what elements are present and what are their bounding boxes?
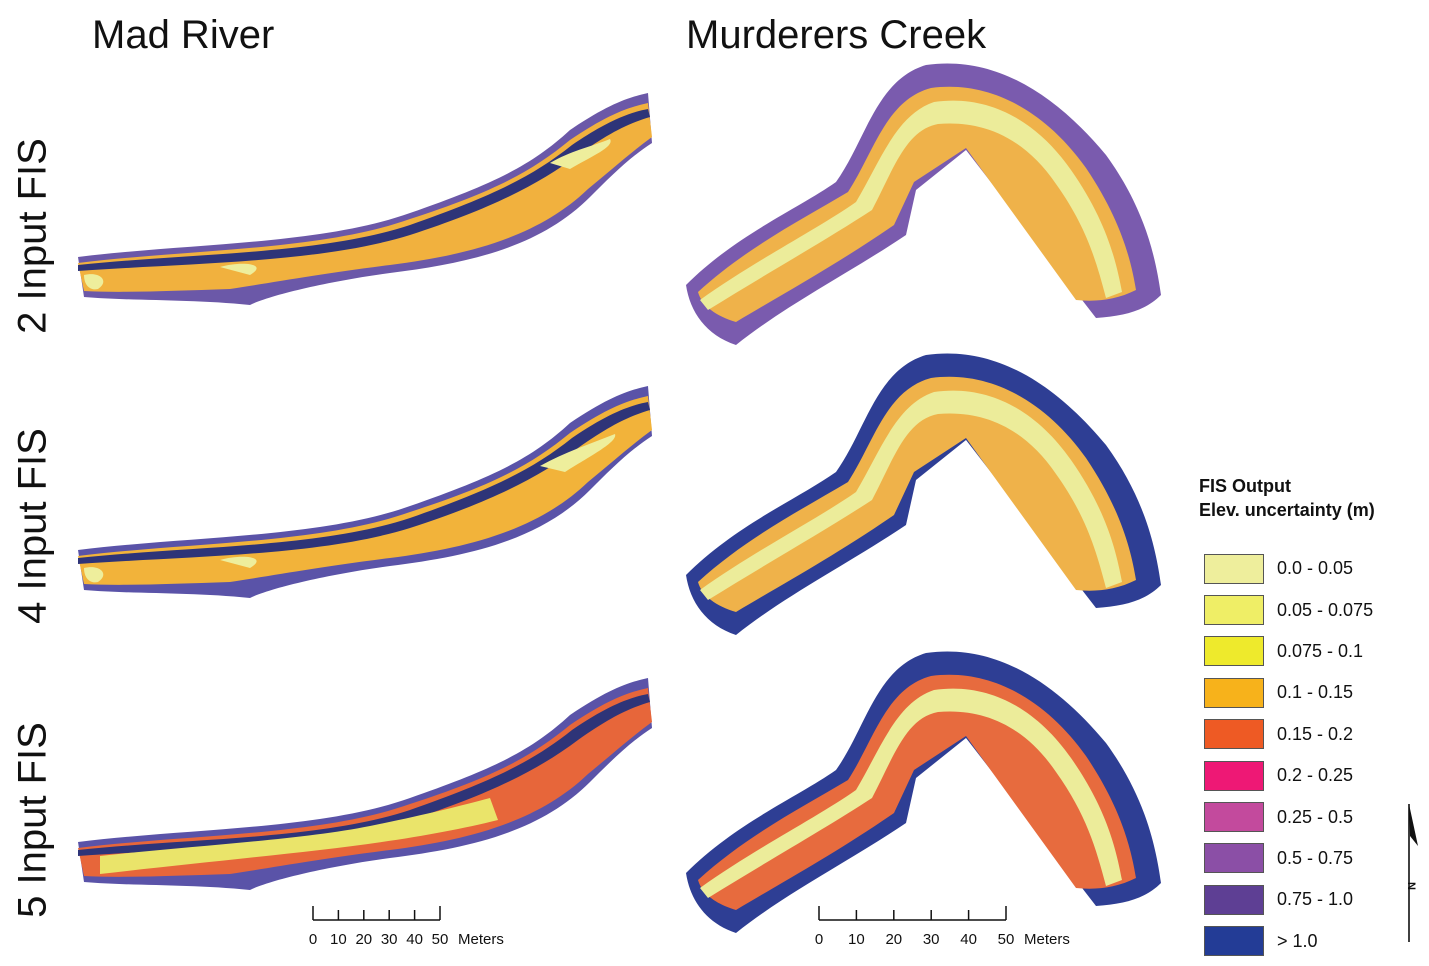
scale-tick-label: 20 — [885, 931, 902, 948]
row-label-4-input: 4 Input FIS — [10, 428, 55, 624]
map-murderers-creek-2-input — [686, 63, 1161, 345]
legend-swatch — [1204, 926, 1264, 957]
legend-label: 0.0 - 0.05 — [1277, 558, 1354, 579]
channel-margin — [700, 100, 1122, 310]
scale-tick-label: 50 — [432, 931, 449, 948]
legend-label: 0.75 - 1.0 — [1277, 889, 1354, 910]
legend-swatch — [1204, 595, 1264, 626]
legend-item: > 1.0 — [1199, 921, 1424, 962]
scale-tick-label: 50 — [998, 931, 1015, 948]
map-mad-river-4-input — [78, 386, 652, 598]
scale-tick-label: 0 — [815, 931, 823, 948]
map-murderers-creek-5-input — [686, 651, 1161, 933]
channel — [78, 402, 650, 564]
low-uncertainty-zone — [100, 798, 498, 874]
legend-label: 0.5 - 0.75 — [1277, 847, 1354, 868]
column-title-murderers-creek: Murderers Creek — [686, 13, 987, 57]
legend-item: 0.075 - 0.1 — [1199, 631, 1424, 672]
scale-unit-label: Meters — [458, 931, 504, 948]
scale-unit-label: Meters — [1024, 931, 1070, 948]
channel-margin — [700, 390, 1122, 600]
legend-item: 0.15 - 0.2 — [1199, 714, 1424, 755]
scale-bar-mad-river: 0 10 20 30 40 50 Meters — [300, 902, 540, 957]
legend-swatch — [1204, 719, 1264, 750]
channel-margin — [700, 688, 1122, 898]
map-mad-river-2-input — [78, 93, 652, 305]
scale-tick-label: 40 — [960, 931, 977, 948]
north-arrow: N — [1398, 800, 1428, 955]
legend-label: 0.25 - 0.5 — [1277, 806, 1354, 827]
row-label-2-input: 2 Input FIS — [10, 138, 55, 334]
channel — [78, 694, 650, 856]
scale-tick-label: 30 — [381, 931, 398, 948]
map-mad-river-5-input — [78, 678, 652, 890]
legend-item: 0.0 - 0.05 — [1199, 548, 1424, 589]
legend-label: 0.15 - 0.2 — [1277, 723, 1354, 744]
legend-title-line1: FIS Output — [1199, 476, 1291, 496]
legend-swatch — [1204, 677, 1264, 708]
scale-tick-label: 10 — [330, 931, 347, 948]
column-title-mad-river: Mad River — [92, 13, 275, 57]
legend: FIS Output Elev. uncertainty (m) 0.0 - 0… — [1199, 474, 1424, 962]
scale-tick-label: 30 — [923, 931, 940, 948]
legend-swatch — [1204, 802, 1264, 833]
legend-item: 0.1 - 0.15 — [1199, 672, 1424, 713]
row-label-5-input: 5 Input FIS — [10, 722, 55, 918]
legend-swatch — [1204, 884, 1264, 915]
north-arrow-icon — [1409, 804, 1418, 846]
legend-label: > 1.0 — [1277, 930, 1318, 951]
floodplain — [78, 396, 652, 585]
scale-tick-label: 20 — [355, 931, 372, 948]
legend-swatch — [1204, 843, 1264, 874]
legend-label: 0.075 - 0.1 — [1277, 640, 1364, 661]
legend-label: 0.05 - 0.075 — [1277, 599, 1374, 620]
legend-item: 0.5 - 0.75 — [1199, 838, 1424, 879]
legend-label: 0.1 - 0.15 — [1277, 682, 1354, 703]
channel — [78, 109, 650, 271]
scale-tick-label: 10 — [848, 931, 865, 948]
scale-bar-murderers-creek: 0 10 20 30 40 50 Meters — [806, 902, 1096, 957]
legend-item: 0.25 - 0.5 — [1199, 796, 1424, 837]
map-murderers-creek-4-input — [686, 353, 1161, 635]
legend-item: 0.2 - 0.25 — [1199, 755, 1424, 796]
legend-items: 0.0 - 0.05 0.05 - 0.075 0.075 - 0.1 0.1 - 0… — [1199, 548, 1424, 962]
legend-swatch — [1204, 636, 1264, 667]
legend-title-line2: Elev. uncertainty (m) — [1199, 500, 1375, 520]
scale-tick-label: 40 — [406, 931, 423, 948]
scale-tick-label: 0 — [309, 931, 317, 948]
floodplain — [78, 103, 652, 292]
legend-label: 0.2 - 0.25 — [1277, 765, 1354, 786]
legend-swatch — [1204, 760, 1264, 791]
legend-item: 0.75 - 1.0 — [1199, 879, 1424, 920]
legend-swatch — [1204, 553, 1264, 584]
north-label: N — [1405, 882, 1417, 890]
legend-item: 0.05 - 0.075 — [1199, 589, 1424, 630]
